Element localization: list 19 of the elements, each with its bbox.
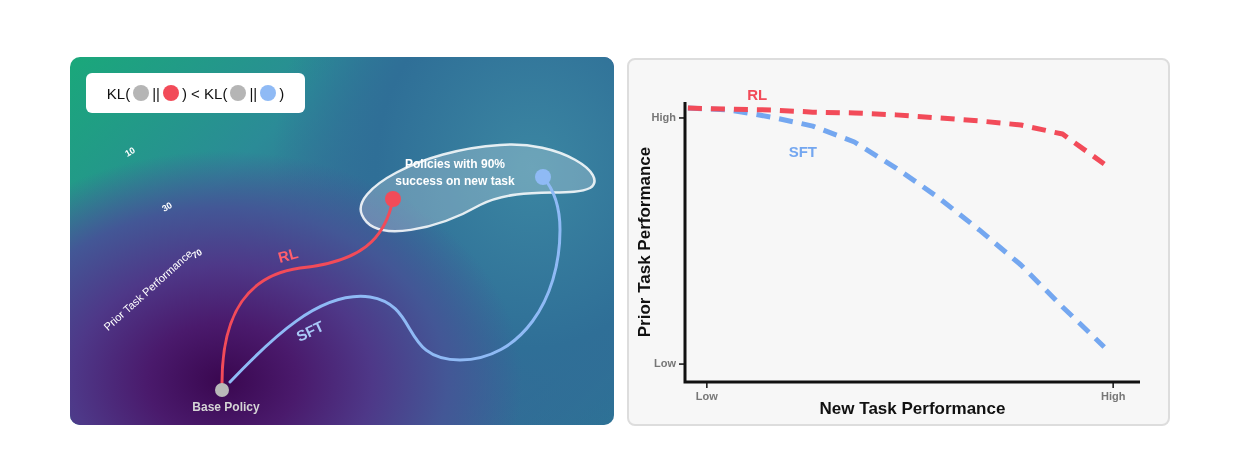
- text: RL: [276, 244, 300, 266]
- text: High: [1100, 389, 1126, 402]
- text: 30: [160, 200, 174, 214]
- text: Low: [654, 357, 677, 370]
- text: ||: [249, 84, 258, 102]
- text: High: [651, 110, 677, 123]
- text: Base Policy: [192, 400, 260, 414]
- text: 10: [123, 145, 137, 159]
- text: ): [279, 84, 285, 102]
- text: Low: [695, 389, 719, 402]
- text: KL(: [106, 84, 131, 102]
- text: ||: [152, 84, 160, 102]
- x-axis-title: New Task Performance: [819, 399, 1006, 419]
- y-axis-title: Prior Task Performance: [634, 146, 654, 338]
- text: SFT: [293, 317, 327, 345]
- text: ) < KL(: [181, 84, 228, 102]
- series-label: SFT: [788, 143, 817, 161]
- text: 70: [190, 247, 204, 261]
- series-label: RL: [747, 86, 768, 104]
